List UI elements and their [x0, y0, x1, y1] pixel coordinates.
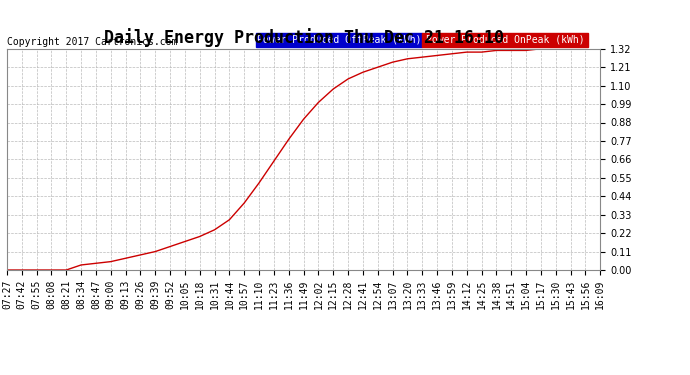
Text: Copyright 2017 Cartronics.com: Copyright 2017 Cartronics.com [7, 36, 177, 46]
FancyBboxPatch shape [256, 33, 422, 46]
Text: Power Produced OffPeak (kWh): Power Produced OffPeak (kWh) [257, 35, 422, 45]
Text: Power Produced OnPeak (kWh): Power Produced OnPeak (kWh) [426, 35, 584, 45]
Title: Daily Energy Production Thu Dec 21 16:10: Daily Energy Production Thu Dec 21 16:10 [104, 28, 504, 47]
FancyBboxPatch shape [422, 33, 589, 46]
